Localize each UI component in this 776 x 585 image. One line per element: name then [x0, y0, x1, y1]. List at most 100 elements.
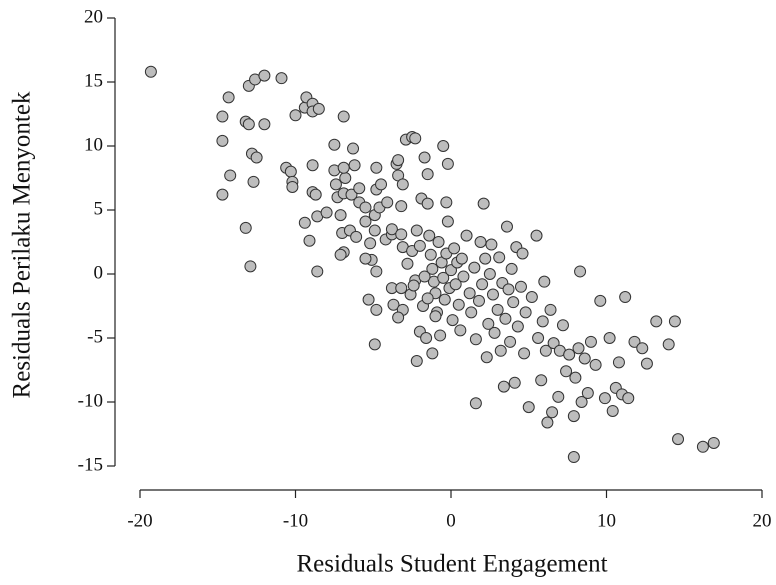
point: [465, 306, 478, 319]
point: [469, 397, 482, 410]
point: [640, 357, 653, 370]
y-tick-label: -10: [78, 390, 103, 411]
point: [485, 238, 498, 251]
point: [359, 252, 372, 265]
point: [547, 337, 560, 350]
x-axis-label: Residuals Student Engagement: [296, 551, 607, 578]
point: [440, 196, 453, 209]
point: [337, 161, 350, 174]
point: [222, 91, 235, 104]
point: [250, 151, 263, 164]
point: [437, 140, 450, 152]
point: [662, 338, 675, 351]
point: [532, 332, 545, 344]
point: [334, 209, 347, 222]
point: [345, 188, 358, 201]
point: [488, 326, 501, 339]
point: [242, 118, 255, 131]
point: [429, 310, 442, 323]
point: [359, 215, 372, 228]
point: [312, 102, 325, 115]
point: [636, 342, 649, 355]
point: [426, 262, 439, 275]
point: [347, 142, 360, 155]
point: [350, 230, 363, 243]
point: [421, 168, 434, 181]
point: [541, 416, 554, 429]
point: [144, 65, 157, 78]
point: [696, 440, 709, 453]
point: [628, 335, 641, 348]
point: [239, 221, 252, 234]
point: [483, 268, 496, 280]
y-tick-label: 15: [84, 70, 103, 91]
point: [306, 159, 319, 172]
point: [441, 215, 454, 228]
point: [258, 118, 271, 131]
point: [493, 251, 506, 264]
point: [395, 228, 408, 241]
point: [491, 303, 504, 316]
point: [329, 178, 342, 191]
point: [348, 159, 361, 172]
point: [525, 291, 538, 304]
y-tick-label: 5: [94, 198, 104, 219]
point: [385, 223, 398, 236]
point: [303, 234, 316, 247]
point: [334, 248, 347, 261]
point: [594, 294, 607, 307]
point: [612, 356, 625, 369]
point: [457, 270, 470, 283]
point: [407, 279, 420, 292]
point: [424, 248, 437, 261]
point: [247, 175, 260, 188]
point: [396, 178, 409, 191]
point: [381, 196, 394, 209]
x-tick-label: 0: [446, 510, 456, 531]
point: [337, 110, 350, 123]
point: [619, 291, 632, 304]
point: [320, 206, 333, 219]
point: [598, 392, 611, 405]
point: [328, 138, 341, 151]
point: [289, 109, 302, 122]
point: [672, 433, 685, 446]
point: [556, 319, 569, 332]
point: [437, 271, 450, 284]
point: [578, 352, 591, 365]
point: [392, 154, 405, 167]
point: [522, 401, 535, 414]
x-tick-label: 10: [597, 510, 616, 531]
point: [432, 236, 445, 248]
point: [508, 376, 521, 389]
point: [375, 178, 388, 191]
point: [482, 317, 495, 330]
point: [438, 293, 451, 306]
point: [395, 282, 408, 295]
point: [572, 342, 585, 355]
point: [584, 335, 597, 348]
point: [445, 264, 457, 277]
point: [368, 224, 381, 237]
point: [392, 311, 405, 324]
point: [650, 315, 663, 328]
point: [560, 365, 573, 378]
point: [505, 262, 518, 275]
point: [535, 374, 548, 387]
point: [474, 236, 487, 248]
point: [480, 351, 493, 364]
point: [418, 270, 431, 283]
point: [500, 220, 513, 233]
point: [497, 380, 510, 393]
point: [284, 165, 297, 178]
point: [546, 406, 559, 419]
point: [409, 132, 422, 145]
point: [353, 182, 366, 195]
point: [552, 390, 565, 403]
point: [216, 188, 229, 201]
point: [258, 69, 271, 82]
point: [567, 410, 580, 423]
point: [309, 188, 322, 201]
point: [370, 265, 383, 278]
point: [370, 303, 383, 316]
